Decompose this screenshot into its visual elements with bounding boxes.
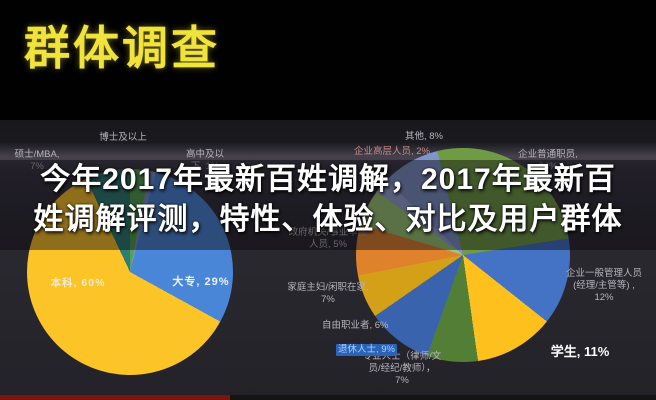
pie-label-boshi: 博士及以上 [99, 132, 147, 143]
pie-label-putong: 企业普通职员, 24% [518, 149, 578, 172]
education-pie-chart [27, 169, 233, 375]
pie-label-tuixiu: 退休人士, 9% [336, 344, 398, 356]
pie-label-gaozhong: 高中及以 下, 1% [185, 149, 224, 172]
pie-label-guanli: 企业一般管理人员 (经理/主管等) , 12% [565, 268, 642, 303]
pie-label-ziyou: 自由职业者, 6% [322, 320, 389, 331]
pie-label-jiating: 家庭主妇/闲职在家, 7% [287, 282, 369, 305]
pie-label-zhengfu: 政府机关/事业单位 人员, 5% [288, 227, 368, 250]
chart-area: 博士及以上 硕士/MBA, 7% 高中及以 下, 1% 本科, 60% 大专, … [0, 120, 656, 400]
video-progress-bar[interactable] [0, 395, 656, 400]
pie-label-qita: 其他, 8% [404, 131, 443, 142]
page-title: 群体调查 [24, 22, 220, 74]
pie-label-dazhuan: 大专, 29% [172, 276, 230, 288]
pie-label-benke: 本科, 60% [50, 277, 106, 289]
pie-label-xuesheng: 学生, 11% [550, 344, 610, 359]
subtitle-overlay: 今年2017年最新百姓调解，2017年最新百 姓调解评测，特性、体验、对比及用户… [0, 160, 656, 250]
pie-label-zhuanye: 专业人士（律师/文 员/经纪/教师）， 7% [362, 351, 442, 386]
title-bar: 群体调查 [0, 0, 656, 120]
overlay-title-line1: 今年2017年最新百姓调解，2017年最新百 [40, 163, 616, 196]
occupation-pie-chart [356, 148, 570, 362]
pie-label-shuoshi: 硕士/MBA, 7% [14, 149, 60, 172]
overlay-title-line2: 姓调解评测，特性、体验、对比及用户群体 [33, 203, 623, 236]
video-progress-fill [0, 395, 230, 400]
pie-label-gaoceng: 企业高层人员, 2% [353, 146, 430, 157]
